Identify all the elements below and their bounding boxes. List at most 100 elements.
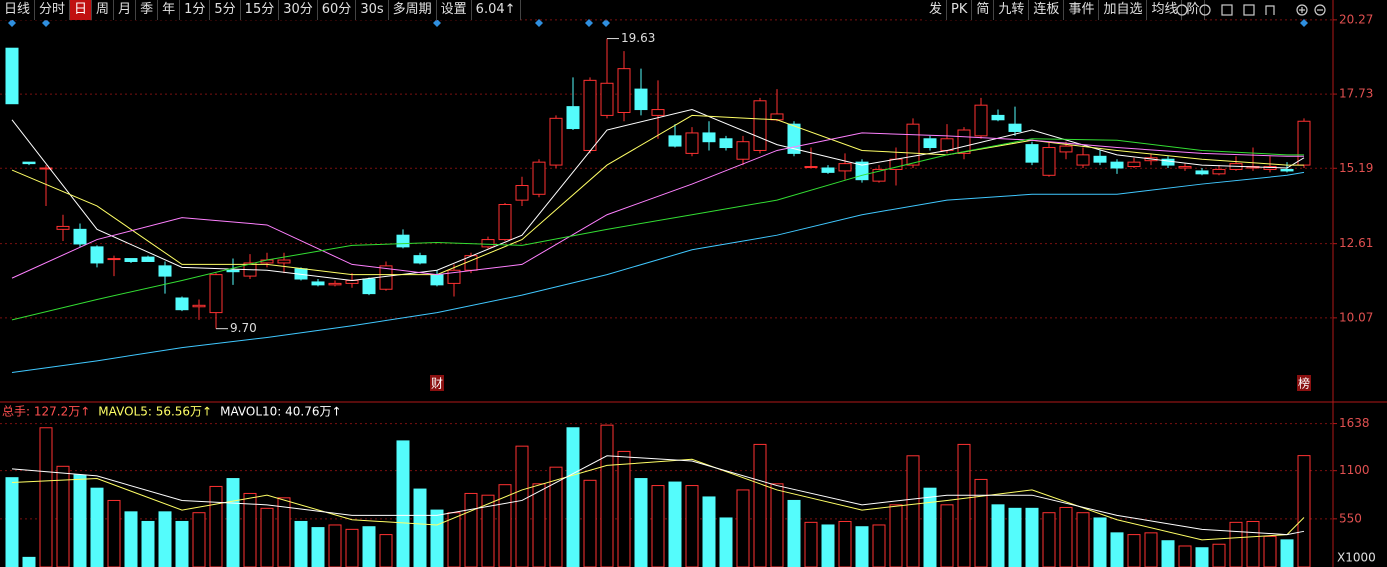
- volume-bar: [566, 427, 580, 567]
- toolbar-item[interactable]: 30s: [356, 0, 389, 20]
- volume-bar: [685, 485, 699, 567]
- candle-body: [430, 274, 444, 286]
- candle-body: [1127, 161, 1141, 168]
- icon[interactable]: [1199, 4, 1211, 16]
- toolbar-item[interactable]: 日线: [0, 0, 36, 20]
- icon[interactable]: [1176, 4, 1188, 16]
- volume-bar: [73, 474, 87, 567]
- candle-body: [668, 135, 682, 147]
- candle-body: [39, 167, 53, 170]
- volume-bar: [940, 504, 954, 567]
- zoom-out[interactable]: [1314, 4, 1326, 16]
- toolbar-item[interactable]: 季: [136, 0, 159, 20]
- candle-body: [328, 282, 342, 286]
- candle-body: [90, 246, 104, 264]
- toolbar-item[interactable]: 1分: [180, 0, 211, 20]
- marker: [1300, 19, 1308, 27]
- signal-markers: [8, 19, 1308, 27]
- toolbar-item[interactable]: 6.04↑: [472, 0, 521, 20]
- toolbar-item[interactable]: 5分: [210, 0, 241, 20]
- volume-bar: [362, 526, 376, 567]
- candle-body: [991, 114, 1005, 121]
- event-tag: [1297, 375, 1311, 391]
- toolbar-item[interactable]: 均线: [1147, 0, 1183, 20]
- toolbar-item[interactable]: 多周期: [389, 0, 437, 20]
- toolbar-item[interactable]: PK: [947, 0, 973, 20]
- icon[interactable]: [1299, 7, 1323, 13]
- icon[interactable]: [1265, 5, 1275, 15]
- candle-body: [56, 225, 70, 230]
- candle-body: [498, 204, 512, 241]
- icon[interactable]: [1243, 4, 1255, 16]
- y-tick-label: 17.73: [1339, 87, 1373, 101]
- volume-bar: [957, 443, 971, 567]
- volume-bar: [600, 424, 614, 567]
- toolbar-item[interactable]: 阶: [1182, 0, 1205, 20]
- ma-line: [11, 138, 1304, 321]
- volume-bar: [430, 509, 444, 567]
- toolbar-item[interactable]: 60分: [318, 0, 357, 20]
- volume-bar: [1280, 539, 1294, 567]
- volume-bar: [889, 504, 903, 567]
- toolbar-item[interactable]: 事件: [1064, 0, 1100, 20]
- volume-bar: [5, 477, 19, 567]
- volume-bar: [413, 488, 427, 567]
- volume-bar: [396, 440, 410, 567]
- candle-body: [770, 113, 784, 121]
- candle-body: [1297, 120, 1311, 166]
- toolbar-icons: [1176, 4, 1326, 16]
- volume-bar: [345, 528, 359, 567]
- volume-header: 总手: 127.2万↑: [2, 405, 90, 419]
- candle-body: [1059, 145, 1073, 153]
- toolbar-item[interactable]: 连板: [1029, 0, 1065, 20]
- volume-bar: [1212, 543, 1226, 567]
- candle-body: [634, 88, 648, 111]
- icon[interactable]: [1221, 4, 1233, 16]
- candle-body: [600, 82, 614, 116]
- toolbar-item[interactable]: 日: [70, 0, 93, 20]
- y-tick-label: 10.07: [1339, 310, 1373, 324]
- candle-body: [396, 234, 410, 248]
- toolbar-item[interactable]: 年: [158, 0, 181, 20]
- volume-bar: [1042, 512, 1056, 567]
- volume-bar: [192, 512, 206, 567]
- candle-body: [481, 239, 495, 248]
- candle-body: [1212, 168, 1226, 175]
- candle-body: [1076, 154, 1090, 166]
- toolbar-item[interactable]: 设置: [437, 0, 472, 20]
- candle-body: [1008, 123, 1022, 132]
- volume-bar: [498, 484, 512, 567]
- volume-bar: [1246, 520, 1260, 567]
- candle-body: [617, 68, 631, 113]
- volume-header: MAVOL5: 56.56万↑: [98, 405, 212, 419]
- candle-body: [1110, 161, 1124, 169]
- toolbar-item[interactable]: 月: [114, 0, 137, 20]
- volume-bar: [1178, 545, 1192, 567]
- marker: [535, 19, 543, 27]
- candle-body: [821, 167, 835, 173]
- candle-body: [753, 100, 767, 151]
- volume-bar: [515, 445, 529, 567]
- toolbar-item[interactable]: 30分: [279, 0, 318, 20]
- toolbar-item[interactable]: 加自选: [1099, 0, 1148, 20]
- zoom-in[interactable]: [1296, 4, 1308, 16]
- volume-bar: [1229, 521, 1243, 567]
- toolbar-item[interactable]: 简: [972, 0, 995, 20]
- volume-bar: [379, 534, 393, 567]
- candle-body: [311, 281, 325, 286]
- toolbar-item[interactable]: 15分: [241, 0, 280, 20]
- y-tick-label: 550: [1339, 511, 1362, 525]
- volume-bar: [294, 520, 308, 567]
- mavol-line: [11, 455, 1305, 536]
- volume-bar: [328, 524, 342, 567]
- marker: [8, 19, 16, 27]
- volume-bar: [974, 478, 988, 567]
- volume-bar: [39, 427, 53, 567]
- toolbar-item[interactable]: 周: [92, 0, 115, 20]
- volume-bar: [702, 496, 716, 567]
- toolbar-item[interactable]: 分时: [35, 0, 71, 20]
- candle-body: [957, 129, 971, 154]
- toolbar-item[interactable]: 九转: [994, 0, 1030, 20]
- candle-body: [362, 278, 376, 295]
- toolbar-item[interactable]: 发: [925, 0, 948, 20]
